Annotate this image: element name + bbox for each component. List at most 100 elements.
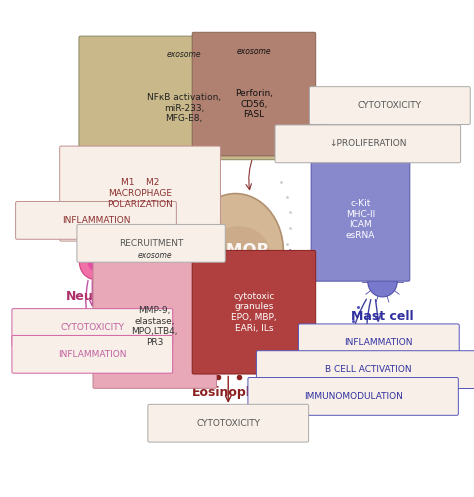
Point	[342, 330, 350, 337]
Text: CYTOTOXICITY: CYTOTOXICITY	[358, 101, 422, 110]
Point	[192, 138, 200, 146]
Point	[231, 282, 239, 290]
Point	[223, 137, 231, 145]
Point	[217, 145, 224, 153]
Point	[201, 317, 208, 325]
Text: CYTOTOXICITY: CYTOTOXICITY	[60, 323, 124, 332]
Point	[283, 193, 291, 201]
Point	[227, 133, 235, 141]
Point	[286, 225, 294, 233]
Point	[198, 303, 205, 311]
Point	[247, 123, 255, 131]
Point	[164, 151, 172, 159]
Point	[234, 270, 242, 278]
Point	[288, 122, 296, 130]
Point	[297, 134, 304, 142]
Point	[273, 112, 281, 120]
Point	[247, 105, 255, 113]
FancyBboxPatch shape	[299, 324, 459, 362]
Point	[322, 350, 330, 358]
Circle shape	[80, 245, 112, 280]
Point	[283, 240, 291, 248]
Point	[171, 286, 179, 294]
Point	[137, 189, 145, 197]
Point	[216, 297, 223, 305]
Point	[212, 151, 220, 159]
Point	[133, 220, 140, 228]
Point	[219, 303, 227, 311]
Point	[283, 365, 291, 373]
Point	[167, 323, 174, 331]
Point	[281, 116, 289, 124]
Point	[208, 136, 215, 144]
Circle shape	[295, 106, 323, 135]
Point	[195, 274, 203, 282]
Point	[269, 268, 276, 276]
Text: M1    M2
MACROPHAGE
POLARIZATION: M1 M2 MACROPHAGE POLARIZATION	[107, 178, 173, 209]
Point	[178, 143, 186, 151]
Circle shape	[88, 254, 104, 271]
Circle shape	[368, 266, 397, 297]
Point	[269, 365, 276, 373]
Text: B CELL ACTIVATION: B CELL ACTIVATION	[325, 365, 411, 374]
Point	[119, 292, 127, 300]
FancyBboxPatch shape	[192, 250, 316, 374]
Point	[195, 289, 203, 297]
FancyBboxPatch shape	[12, 309, 173, 346]
Text: INFLAMMATION: INFLAMMATION	[62, 216, 130, 225]
Text: exosome: exosome	[167, 51, 201, 60]
Point	[210, 330, 217, 337]
Point	[245, 288, 253, 296]
Point	[114, 144, 122, 152]
Point	[148, 265, 156, 273]
FancyBboxPatch shape	[12, 335, 173, 373]
FancyBboxPatch shape	[79, 36, 289, 160]
Point	[200, 127, 207, 135]
Point	[277, 255, 285, 263]
Text: CYTOTOXICITY: CYTOTOXICITY	[196, 418, 260, 428]
Circle shape	[214, 343, 242, 373]
Point	[291, 130, 298, 138]
Point	[231, 294, 238, 302]
Point	[269, 121, 277, 129]
Point	[238, 106, 246, 114]
Ellipse shape	[208, 226, 270, 283]
Text: MMP-9,
elastase,
MPO,LTB4,
PR3: MMP-9, elastase, MPO,LTB4, PR3	[131, 306, 178, 347]
Point	[277, 123, 284, 131]
Point	[221, 111, 229, 119]
Point	[111, 270, 119, 278]
Text: Macrophage: Macrophage	[75, 172, 161, 185]
Text: exosome: exosome	[343, 143, 378, 153]
Point	[233, 129, 241, 137]
Point	[240, 125, 247, 133]
Text: exosome: exosome	[237, 47, 271, 56]
Point	[221, 139, 229, 147]
Point	[159, 277, 166, 285]
Point	[219, 341, 226, 349]
Text: Perforin,
CD56,
FASL: Perforin, CD56, FASL	[235, 89, 273, 119]
Point	[115, 281, 122, 289]
FancyBboxPatch shape	[93, 236, 217, 388]
Point	[140, 251, 148, 259]
Text: IMMUNOMODULATION: IMMUNOMODULATION	[304, 392, 402, 401]
Text: RECRUITMENT: RECRUITMENT	[119, 239, 183, 248]
Text: INFLAMMATION: INFLAMMATION	[345, 338, 413, 347]
Point	[262, 121, 269, 129]
Point	[349, 317, 357, 325]
Point	[297, 363, 304, 371]
FancyBboxPatch shape	[248, 378, 458, 415]
Text: INFLAMMATION: INFLAMMATION	[58, 350, 127, 359]
FancyBboxPatch shape	[16, 201, 176, 239]
Point	[256, 106, 264, 114]
Point	[194, 135, 202, 143]
Point	[310, 358, 318, 366]
FancyBboxPatch shape	[310, 86, 470, 124]
Point	[242, 358, 249, 366]
Point	[144, 174, 152, 182]
Point	[202, 317, 210, 325]
Point	[354, 303, 362, 311]
Text: NFκB activation,
miR-233,
MFG-E8,: NFκB activation, miR-233, MFG-E8,	[147, 93, 221, 123]
Text: cytotoxic
granules
EPO, MBP,
EARi, ILs: cytotoxic granules EPO, MBP, EARi, ILs	[231, 292, 277, 333]
Point	[135, 236, 143, 244]
Text: ↓PROLIFERATION: ↓PROLIFERATION	[329, 139, 407, 148]
